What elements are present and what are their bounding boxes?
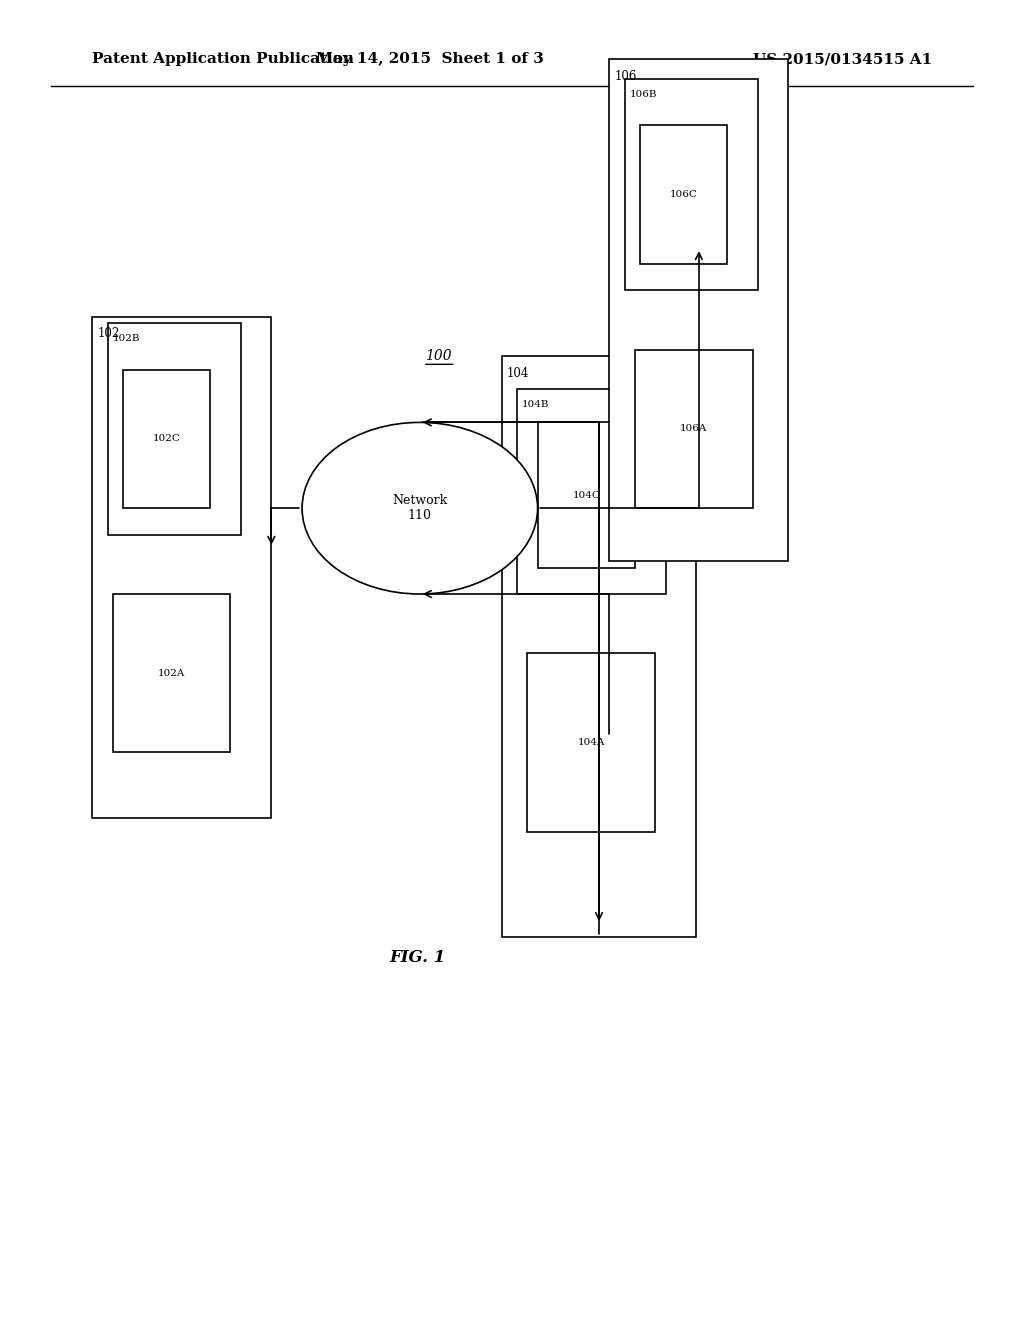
Text: 102B: 102B	[113, 334, 140, 343]
FancyBboxPatch shape	[113, 594, 230, 752]
Text: 104C: 104C	[572, 491, 600, 499]
FancyBboxPatch shape	[609, 59, 788, 561]
Ellipse shape	[302, 422, 538, 594]
Text: May 14, 2015  Sheet 1 of 3: May 14, 2015 Sheet 1 of 3	[316, 53, 544, 66]
Text: 106C: 106C	[670, 190, 697, 199]
Text: 104B: 104B	[522, 400, 550, 409]
Text: 106B: 106B	[630, 90, 657, 99]
Text: Patent Application Publication: Patent Application Publication	[92, 53, 354, 66]
FancyBboxPatch shape	[502, 356, 696, 937]
Text: Network
110: Network 110	[392, 494, 447, 523]
FancyBboxPatch shape	[123, 370, 210, 508]
FancyBboxPatch shape	[527, 653, 655, 832]
FancyBboxPatch shape	[635, 350, 753, 508]
FancyBboxPatch shape	[517, 389, 666, 594]
Text: 106A: 106A	[680, 425, 708, 433]
Text: 106: 106	[614, 70, 637, 83]
FancyBboxPatch shape	[625, 79, 758, 290]
FancyBboxPatch shape	[640, 125, 727, 264]
Text: 102: 102	[97, 327, 120, 341]
Text: FIG. 1: FIG. 1	[389, 949, 445, 965]
FancyBboxPatch shape	[538, 422, 635, 568]
Text: 100: 100	[425, 350, 452, 363]
Text: US 2015/0134515 A1: US 2015/0134515 A1	[753, 53, 932, 66]
Text: 102C: 102C	[153, 434, 180, 444]
FancyBboxPatch shape	[108, 323, 241, 535]
FancyBboxPatch shape	[92, 317, 271, 818]
Text: 104A: 104A	[578, 738, 605, 747]
Text: 104: 104	[507, 367, 529, 380]
Text: 102A: 102A	[158, 669, 185, 677]
